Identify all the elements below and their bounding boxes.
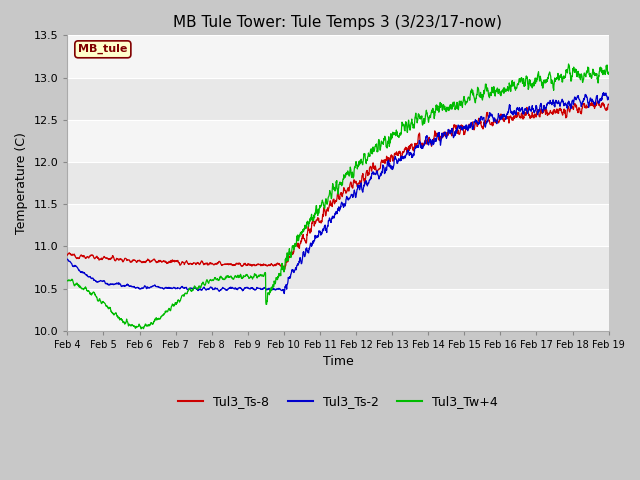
Bar (67, 36, 609, 78)
Y-axis label: Temperature (C): Temperature (C) (15, 132, 28, 234)
X-axis label: Time: Time (323, 355, 353, 369)
Legend: Tul3_Ts-8, Tul3_Ts-2, Tul3_Tw+4: Tul3_Ts-8, Tul3_Ts-2, Tul3_Tw+4 (173, 390, 503, 413)
Bar (67, 120, 609, 162)
Bar (67, 204, 609, 246)
Bar (67, 288, 609, 331)
Title: MB Tule Tower: Tule Temps 3 (3/23/17-now): MB Tule Tower: Tule Temps 3 (3/23/17-now… (173, 15, 502, 30)
Text: MB_tule: MB_tule (78, 44, 127, 54)
